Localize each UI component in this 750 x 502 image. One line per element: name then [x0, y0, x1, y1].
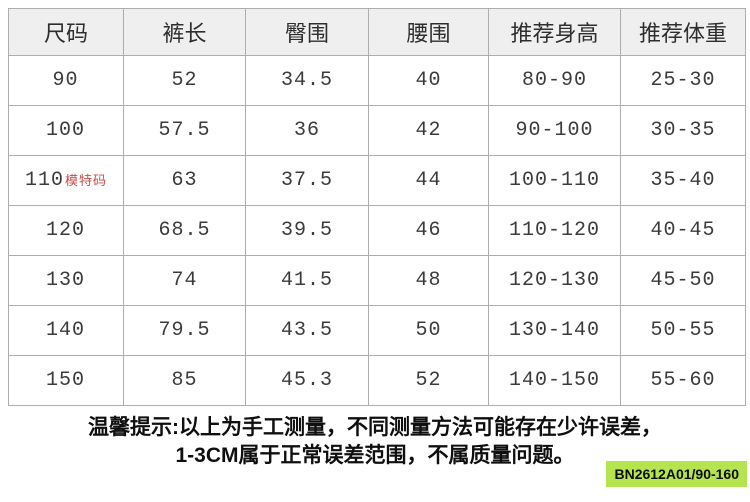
cell-hip: 36: [245, 105, 369, 156]
size-chart-table: 尺码 裤长 臀围 腰围 推荐身高 推荐体重 90 52 34.5 40 80-9…: [8, 8, 746, 406]
table-row: 140 79.5 43.5 50 130-140 50-55: [8, 305, 746, 356]
cell-height-range: 80-90: [488, 55, 621, 106]
cell-weight-range: 50-55: [620, 305, 746, 356]
table-row: 110 模特码 63 37.5 44 100-110 35-40: [8, 155, 746, 206]
measurement-note-line2: 1-3CM属于正常误差范围，不属质量问题。: [175, 444, 575, 467]
cell-hip: 39.5: [245, 205, 369, 256]
table-row: 130 74 41.5 48 120-130 45-50: [8, 255, 746, 306]
table-row: 120 68.5 39.5 46 110-120 40-45: [8, 205, 746, 256]
cell-size: 90: [8, 55, 124, 106]
cell-height-range: 90-100: [488, 105, 621, 156]
table-row: 150 85 45.3 52 140-150 55-60: [8, 355, 746, 406]
table-row: 90 52 34.5 40 80-90 25-30: [8, 55, 746, 106]
cell-size: 150: [8, 355, 124, 406]
cell-pants-length: 79.5: [123, 305, 246, 356]
size-value: 150: [45, 369, 85, 392]
size-value: 90: [52, 69, 79, 92]
cell-hip: 37.5: [245, 155, 369, 206]
cell-waist: 52: [368, 355, 489, 406]
cell-height-range: 140-150: [488, 355, 621, 406]
col-header-weight-range: 推荐体重: [620, 8, 746, 56]
cell-hip: 41.5: [245, 255, 369, 306]
size-value: 120: [45, 219, 85, 242]
cell-waist: 44: [368, 155, 489, 206]
col-header-height-range: 推荐身高: [488, 8, 621, 56]
cell-height-range: 100-110: [488, 155, 621, 206]
col-header-hip: 臀围: [245, 8, 369, 56]
col-header-pants-length: 裤长: [123, 8, 246, 56]
cell-pants-length: 74: [123, 255, 246, 306]
cell-weight-range: 30-35: [620, 105, 746, 156]
cell-waist: 40: [368, 55, 489, 106]
cell-waist: 48: [368, 255, 489, 306]
cell-height-range: 130-140: [488, 305, 621, 356]
cell-weight-range: 35-40: [620, 155, 746, 206]
cell-hip: 45.3: [245, 355, 369, 406]
cell-waist: 46: [368, 205, 489, 256]
cell-pants-length: 57.5: [123, 105, 246, 156]
measurement-note: 温馨提示:以上为手工测量，不同测量方法可能存在少许误差， 1-3CM属于正常误差…: [0, 414, 750, 470]
cell-pants-length: 85: [123, 355, 246, 406]
cell-pants-length: 52: [123, 55, 246, 106]
cell-height-range: 110-120: [488, 205, 621, 256]
cell-hip: 43.5: [245, 305, 369, 356]
cell-pants-length: 63: [123, 155, 246, 206]
cell-weight-range: 45-50: [620, 255, 746, 306]
cell-size: 110 模特码: [8, 155, 124, 206]
cell-height-range: 120-130: [488, 255, 621, 306]
cell-size: 130: [8, 255, 124, 306]
cell-weight-range: 40-45: [620, 205, 746, 256]
header-row: 尺码 裤长 臀围 腰围 推荐身高 推荐体重: [8, 8, 746, 56]
cell-hip: 34.5: [245, 55, 369, 106]
product-code-badge: BN2612A01/90-160: [606, 461, 747, 487]
cell-weight-range: 25-30: [620, 55, 746, 106]
size-value: 100: [45, 119, 85, 142]
cell-size: 140: [8, 305, 124, 356]
cell-waist: 42: [368, 105, 489, 156]
model-size-tag: 模特码: [65, 173, 108, 188]
size-value: 140: [45, 319, 85, 342]
cell-waist: 50: [368, 305, 489, 356]
col-header-waist: 腰围: [368, 8, 489, 56]
cell-weight-range: 55-60: [620, 355, 746, 406]
measurement-note-line1: 温馨提示:以上为手工测量，不同测量方法可能存在少许误差，: [88, 416, 662, 439]
col-header-size: 尺码: [8, 8, 124, 56]
cell-size: 120: [8, 205, 124, 256]
cell-size: 100: [8, 105, 124, 156]
size-value: 110: [24, 169, 64, 192]
cell-pants-length: 68.5: [123, 205, 246, 256]
table-row: 100 57.5 36 42 90-100 30-35: [8, 105, 746, 156]
size-value: 130: [45, 269, 85, 292]
